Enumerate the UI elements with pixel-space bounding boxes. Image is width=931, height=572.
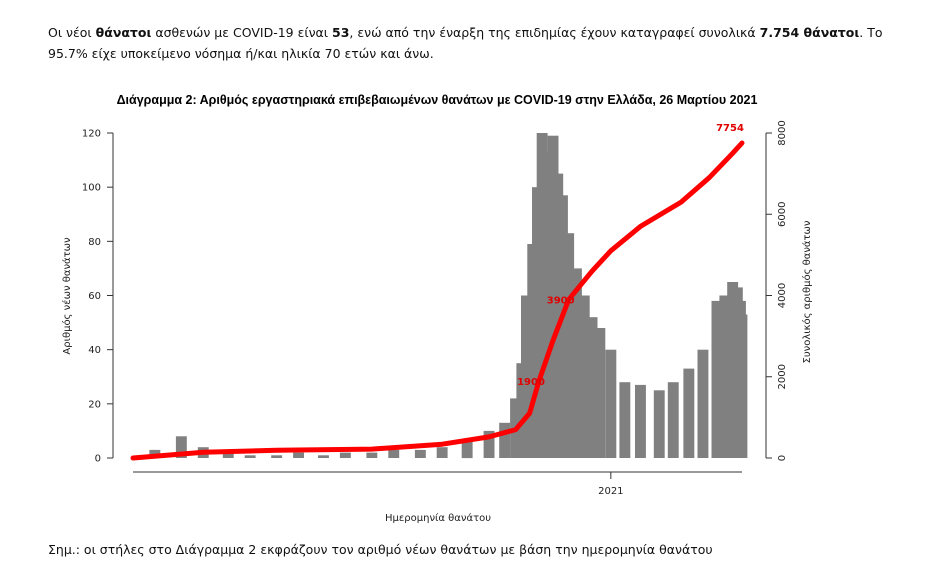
bar bbox=[414, 449, 426, 458]
bar bbox=[318, 455, 329, 458]
bar-series bbox=[149, 133, 748, 459]
axes: 0 20 40 60 80 100 120 0 2000 4000 6000 8000 2021 bbox=[82, 120, 788, 497]
bar bbox=[667, 382, 679, 458]
bar bbox=[594, 328, 606, 458]
bar bbox=[578, 295, 590, 458]
intro-text-4: . Το 95.7% είχε υποκείμενο νόσημα ή/και … bbox=[48, 25, 883, 61]
annotation-label: 7754 bbox=[716, 123, 744, 134]
x-tick-label: 2021 bbox=[598, 486, 623, 497]
y-axis-label: Αριθμός νέων θανάτων bbox=[61, 237, 73, 355]
bar bbox=[683, 368, 695, 458]
bar bbox=[339, 452, 351, 458]
intro-text-1: Οι νέοι bbox=[48, 25, 96, 40]
bar bbox=[635, 384, 646, 458]
cumulative-line-path bbox=[130, 140, 745, 461]
deaths-chart: Διάγραμμα 2: Αριθμός εργαστηριακά επιβεβ… bbox=[61, 93, 813, 524]
chart-title: Διάγραμμα 2: Αριθμός εργαστηριακά επιβεβ… bbox=[117, 93, 758, 107]
bar bbox=[461, 441, 473, 459]
bar bbox=[653, 390, 665, 458]
bar bbox=[499, 422, 511, 458]
y-tick-label: 20 bbox=[88, 399, 101, 410]
intro-bold-deaths: θάνατοι bbox=[95, 25, 152, 40]
x-axis-label: Ημερομηνία θανάτου bbox=[385, 512, 491, 524]
bar bbox=[563, 233, 575, 458]
y-tick-label: 0 bbox=[95, 454, 101, 465]
bar bbox=[175, 436, 187, 458]
y-tick-label: 120 bbox=[82, 129, 101, 140]
annotation-label: 3900 bbox=[547, 296, 575, 307]
bar bbox=[571, 268, 582, 458]
annotations: 1900 3900 7754 bbox=[517, 123, 744, 388]
intro-paragraph: Οι νέοι θάνατοι ασθενών με COVID-19 είνα… bbox=[48, 22, 888, 64]
bar bbox=[557, 195, 568, 459]
intro-text-2: ασθενών με COVID-19 είναι bbox=[151, 25, 332, 40]
bar bbox=[586, 317, 598, 458]
bar bbox=[222, 452, 234, 458]
bar bbox=[536, 133, 548, 458]
bar bbox=[366, 452, 378, 458]
bar bbox=[619, 382, 631, 458]
y2-tick-label: 8000 bbox=[777, 120, 788, 145]
bar bbox=[244, 455, 256, 458]
bar bbox=[271, 455, 283, 458]
intro-text-3: , ενώ από την έναρξη της επιδημίας έχουν… bbox=[349, 25, 760, 40]
annotation-label: 1900 bbox=[517, 377, 545, 388]
y2-tick-label: 0 bbox=[777, 455, 788, 461]
bar bbox=[388, 449, 400, 458]
bar bbox=[711, 300, 723, 458]
bar bbox=[719, 295, 731, 458]
y-tick-label: 100 bbox=[82, 183, 101, 194]
bar bbox=[436, 447, 448, 458]
y-tick-label: 60 bbox=[88, 291, 101, 302]
bar bbox=[736, 314, 748, 458]
bar bbox=[697, 349, 709, 458]
intro-bold-total-deaths: 7.754 θάνατοι bbox=[759, 25, 860, 40]
y-tick-label: 80 bbox=[88, 237, 101, 248]
y2-axis-label: Συνολικός αριθμός θανάτων bbox=[801, 220, 813, 363]
y2-tick-label: 6000 bbox=[777, 202, 788, 227]
y2-tick-label: 4000 bbox=[777, 283, 788, 308]
intro-bold-new-deaths: 53 bbox=[332, 25, 350, 40]
footnote: Σημ.: οι στήλες στο Διάγραμμα 2 εκφράζου… bbox=[48, 542, 713, 557]
y-tick-label: 40 bbox=[88, 345, 101, 356]
cumulative-line bbox=[130, 140, 745, 461]
bar bbox=[605, 349, 617, 458]
bar bbox=[521, 295, 532, 458]
bar bbox=[293, 452, 304, 458]
bar bbox=[483, 430, 495, 458]
y2-tick-label: 2000 bbox=[777, 364, 788, 389]
